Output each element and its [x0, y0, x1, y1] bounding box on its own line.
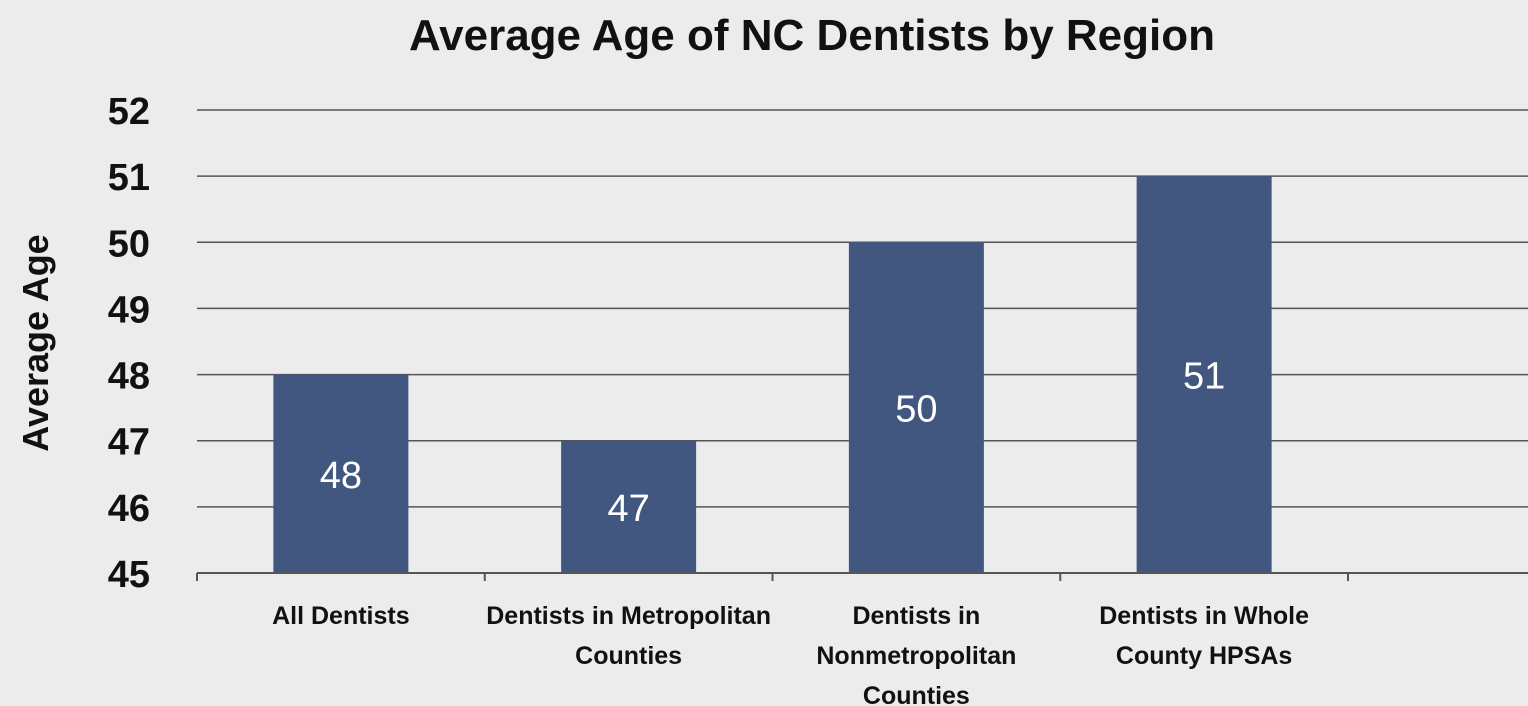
x-tick-labels: All Dentists Dentists in Metropolitan Coun… — [272, 602, 1309, 706]
y-tick-label-49: 49 — [108, 289, 150, 331]
x-tick-label-1-line-0: Dentists in Metropolitan — [486, 602, 771, 630]
data-label-0: 48 — [320, 455, 362, 497]
bar-1 — [561, 440, 697, 573]
bar-2 — [848, 242, 984, 574]
data-label-1: 47 — [607, 488, 649, 530]
x-axis — [196, 572, 1528, 581]
x-tick-label-1-line-1: Counties — [575, 642, 682, 670]
bars — [273, 176, 1272, 574]
chart-title: Average Age of NC Dentists by Region — [409, 11, 1215, 60]
x-tick-label-2-line-0: Dentists in — [852, 602, 980, 630]
x-tick-label-2-line-2: Counties — [863, 682, 970, 706]
data-label-2: 50 — [895, 389, 937, 431]
y-tick-labels: 45 46 47 48 49 50 51 52 — [108, 91, 150, 596]
y-axis-label: Average Age — [15, 234, 56, 451]
bar-0 — [273, 374, 409, 573]
x-tick-label-3-line-1: County HPSAs — [1116, 642, 1292, 670]
x-tick-label-0-line-0: All Dentists — [272, 602, 410, 630]
bar-3 — [1136, 176, 1272, 573]
y-tick-label-51: 51 — [108, 157, 150, 199]
x-tick-label-2-line-1: Nonmetropolitan — [816, 642, 1016, 670]
y-tick-label-47: 47 — [108, 422, 150, 464]
y-tick-label-52: 52 — [108, 91, 150, 133]
y-tick-label-46: 46 — [108, 488, 150, 530]
y-tick-label-50: 50 — [108, 223, 150, 265]
x-tick-label-3-line-0: Dentists in Whole — [1099, 602, 1309, 630]
y-tick-label-45: 45 — [108, 554, 150, 596]
y-tick-label-48: 48 — [108, 356, 150, 398]
data-labels: 48 47 50 51 — [320, 356, 1226, 530]
data-label-3: 51 — [1183, 356, 1225, 398]
